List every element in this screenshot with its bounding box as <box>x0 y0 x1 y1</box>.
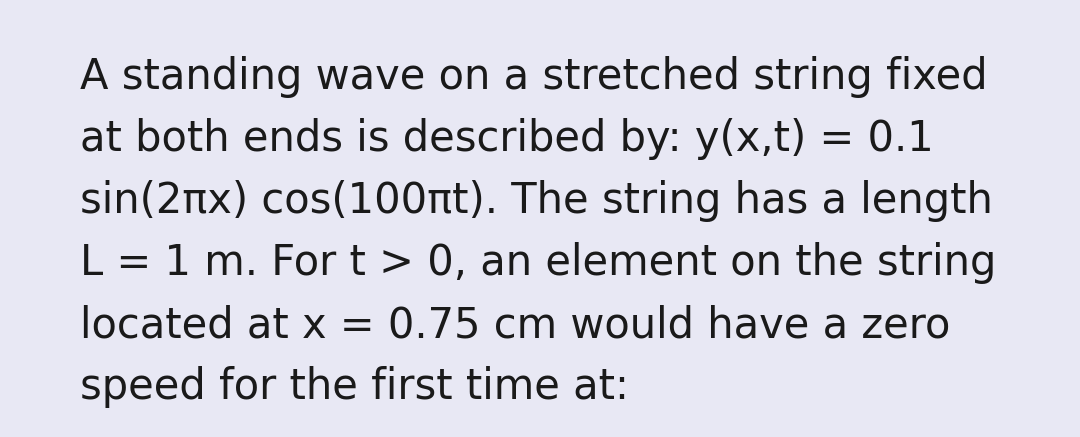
Text: sin(2πx) cos(100πt). The string has a length: sin(2πx) cos(100πt). The string has a le… <box>80 180 993 222</box>
Text: speed for the first time at:: speed for the first time at: <box>80 366 629 408</box>
Text: L = 1 m. For t > 0, an element on the string: L = 1 m. For t > 0, an element on the st… <box>80 242 997 284</box>
Text: at both ends is described by: y(x,t) = 0.1: at both ends is described by: y(x,t) = 0… <box>80 118 934 160</box>
Text: located at x = 0.75 cm would have a zero: located at x = 0.75 cm would have a zero <box>80 304 950 346</box>
Text: A standing wave on a stretched string fixed: A standing wave on a stretched string fi… <box>80 56 987 98</box>
